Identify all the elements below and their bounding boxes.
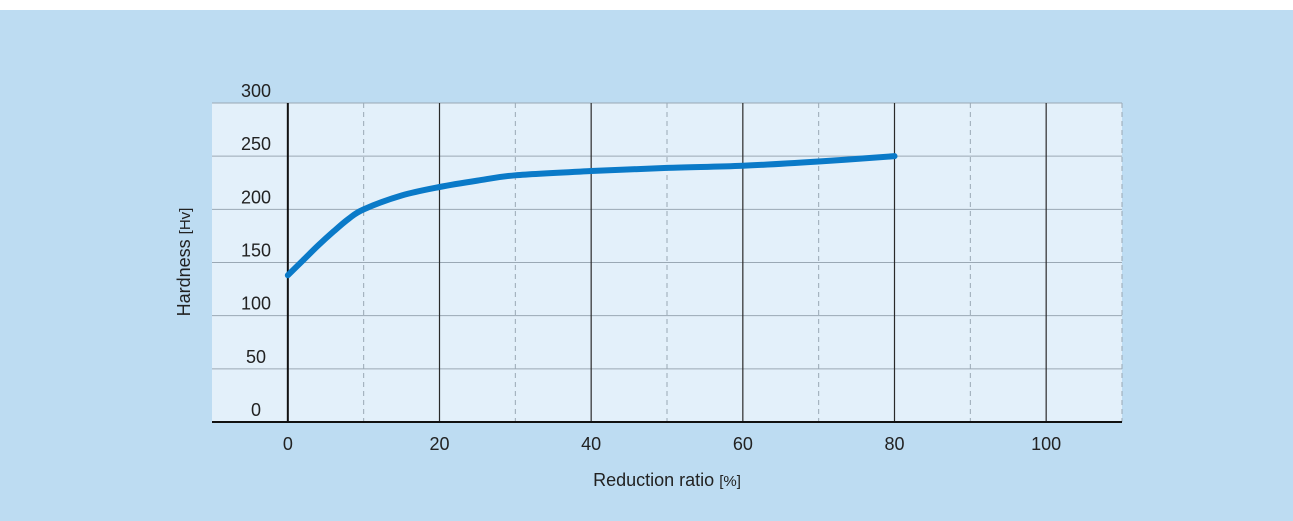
grid-lines <box>212 102 1123 422</box>
y-tick-label: 100 <box>241 294 271 314</box>
x-axis-title: Reduction ratio [%] <box>593 470 741 490</box>
y-tick-label: 200 <box>241 187 271 207</box>
y-tick-labels: 0 50 100 150 200 250 300 <box>241 81 271 420</box>
y-tick-label: 0 <box>251 400 261 420</box>
y-axis-title: Hardness [Hv] <box>174 208 194 317</box>
x-axis-unit: [%] <box>719 473 741 490</box>
data-series <box>284 153 898 279</box>
x-tick-label: 100 <box>1031 434 1061 454</box>
x-axis-label: Reduction ratio <box>593 470 714 490</box>
axes <box>212 103 1122 423</box>
y-tick-label: 300 <box>241 81 271 101</box>
y-tick-label: 150 <box>241 241 271 261</box>
x-tick-label: 60 <box>733 434 753 454</box>
hardness-series-line <box>284 153 898 279</box>
y-tick-label: 250 <box>241 134 271 154</box>
x-tick-label: 0 <box>283 434 293 454</box>
x-tick-label: 80 <box>884 434 904 454</box>
y-tick-label: 50 <box>246 347 266 367</box>
y-axis-unit: [Hv] <box>177 208 194 235</box>
y-axis-label: Hardness <box>174 239 194 316</box>
x-tick-label: 40 <box>581 434 601 454</box>
x-tick-label: 20 <box>429 434 449 454</box>
x-tick-labels: 0 20 40 60 80 100 <box>283 434 1061 454</box>
